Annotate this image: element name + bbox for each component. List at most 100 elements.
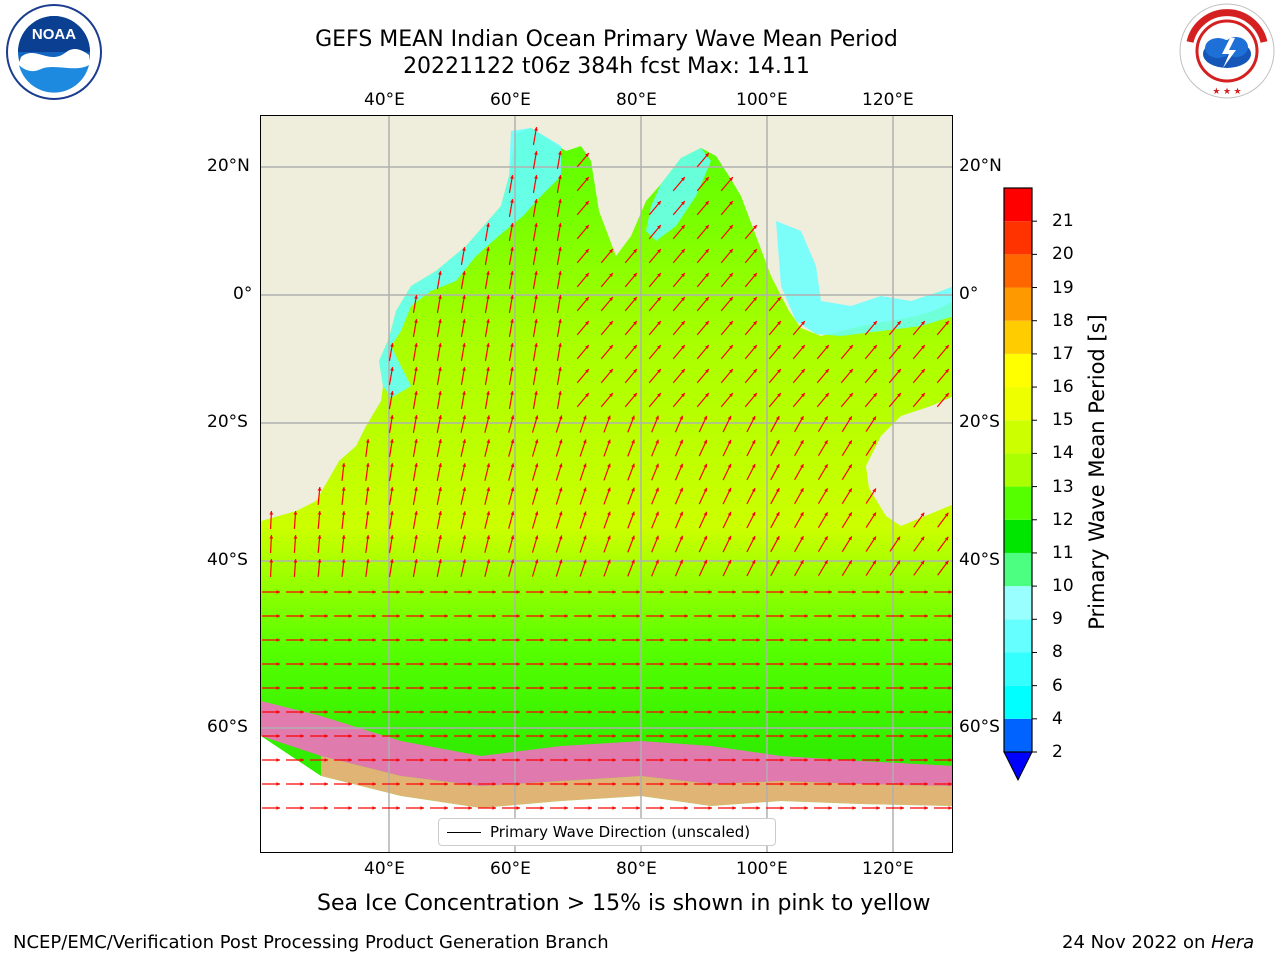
wave-direction-arrowhead (708, 638, 712, 642)
wave-direction-arrowhead (444, 710, 448, 714)
wave-direction-arrowhead (486, 415, 491, 420)
wave-direction-arrowhead (921, 321, 925, 326)
wave-direction-arrowhead (348, 734, 352, 738)
wave-direction-arrowhead (948, 758, 952, 762)
wave-direction-arrowhead (462, 511, 467, 516)
wave-direction-arrowhead (564, 758, 568, 762)
wave-direction-arrowhead (365, 439, 370, 443)
wave-direction-arrowhead (540, 782, 544, 786)
wave-direction-arrowhead (558, 415, 563, 420)
wave-direction-arrowhead (534, 391, 538, 395)
map-canvas (261, 116, 952, 852)
wave-direction-arrowhead (924, 806, 928, 810)
wave-direction-arrowhead (800, 560, 804, 565)
wave-direction-arrowhead (588, 686, 592, 690)
wave-direction-arrowhead (873, 369, 877, 374)
wave-direction-arrowhead (825, 393, 829, 398)
wave-direction-arrowhead (872, 536, 876, 541)
wave-direction-arrowhead (804, 734, 808, 738)
wave-direction-arrowhead (486, 559, 491, 564)
wave-direction-arrowhead (324, 638, 328, 642)
wave-direction-arrowhead (921, 345, 925, 350)
colorbar-extend-arrow (1003, 751, 1033, 782)
wave-direction-arrowhead (510, 367, 514, 371)
wave-direction-arrowhead (852, 686, 856, 690)
wave-direction-arrowhead (705, 345, 709, 350)
wave-direction-arrowhead (872, 488, 876, 493)
wave-direction-arrowhead (684, 806, 688, 810)
wave-direction-arrowhead (540, 638, 544, 642)
wave-direction-arrowhead (607, 487, 611, 492)
wave-direction-arrowhead (828, 734, 832, 738)
wave-direction-arrowhead (681, 345, 685, 350)
wave-direction-arrowhead (396, 590, 400, 594)
colorbar-segment (1004, 619, 1032, 653)
wave-direction-arrowhead (631, 487, 635, 492)
wave-direction-arrowhead (679, 463, 683, 468)
wave-direction-arrowhead (681, 249, 685, 254)
wave-direction-arrowhead (945, 393, 949, 398)
wave-direction-arrowhead (705, 297, 709, 302)
colorbar-tick-label: 4 (1052, 708, 1063, 729)
wave-direction-arrowhead (372, 686, 376, 690)
wave-direction-arrowhead (824, 560, 828, 565)
wave-direction-arrowhead (631, 439, 635, 444)
wave-direction-arrowhead (510, 271, 514, 275)
wave-direction-arrowhead (732, 686, 736, 690)
wave-direction-arrowhead (636, 734, 640, 738)
wave-direction-arrowhead (276, 590, 280, 594)
wave-direction-arrowhead (703, 535, 708, 540)
lat-label-right-60s: 60°S (959, 717, 1000, 737)
wave-direction-arrowhead (444, 662, 448, 666)
wave-direction-arrowhead (558, 223, 562, 227)
wave-direction-arrowhead (631, 415, 635, 420)
wave-direction-arrowhead (657, 249, 661, 254)
wave-direction-arrowhead (631, 511, 635, 516)
wave-direction-arrowhead (828, 782, 832, 786)
wave-direction-arrowhead (585, 321, 589, 326)
wave-direction-arrowhead (438, 295, 442, 299)
wave-direction-arrowhead (660, 758, 664, 762)
wave-direction-arrowhead (828, 806, 832, 810)
wave-direction-arrowhead (800, 464, 804, 469)
wave-direction-arrowhead (558, 151, 562, 155)
wave-direction-arrowhead (609, 273, 613, 278)
wave-direction-arrowhead (365, 487, 370, 491)
lon-label-bottom-80e: 80°E (616, 859, 657, 879)
wave-direction-arrowhead (660, 782, 664, 786)
wave-direction-arrowhead (852, 710, 856, 714)
wave-direction-arrowhead (756, 614, 760, 618)
wave-direction-arrowhead (753, 369, 757, 374)
colorbar-segment (1004, 353, 1032, 388)
wave-direction-arrowhead (708, 758, 712, 762)
colorbar-segment (1004, 254, 1032, 288)
wave-direction-arrowhead (438, 415, 442, 419)
wave-direction-arrowhead (777, 345, 781, 350)
wave-direction-arrowhead (751, 535, 756, 540)
wave-direction-arrowhead (534, 463, 539, 468)
wave-direction-arrowhead (438, 487, 442, 491)
lon-label-top-60e: 60°E (490, 90, 531, 110)
wave-direction-arrowhead (462, 559, 467, 564)
wave-direction-arrowhead (900, 710, 904, 714)
wave-direction-arrowhead (607, 535, 611, 540)
wave-direction-arrowhead (564, 782, 568, 786)
colorbar-segment (1004, 420, 1032, 454)
wave-direction-arrowhead (945, 369, 949, 374)
wave-direction-arrowhead (389, 487, 394, 491)
wave-direction-arrowhead (636, 758, 640, 762)
sea-ice-band (261, 701, 952, 786)
wave-direction-arrowhead (703, 487, 708, 492)
wave-direction-arrowhead (705, 201, 709, 206)
wave-direction-arrowhead (849, 345, 853, 350)
wave-direction-arrowhead (657, 345, 661, 350)
wave-direction-arrowhead (582, 439, 587, 444)
wave-direction-arrowhead (753, 273, 757, 278)
wave-direction-arrowhead (945, 345, 949, 350)
wave-direction-arrowhead (585, 249, 589, 254)
wave-direction-arrowhead (564, 614, 568, 618)
wave-direction-arrowhead (708, 782, 712, 786)
wave-direction-arrowhead (948, 710, 952, 714)
wave-direction-arrowhead (486, 295, 490, 299)
wave-direction-arrows (262, 127, 952, 810)
